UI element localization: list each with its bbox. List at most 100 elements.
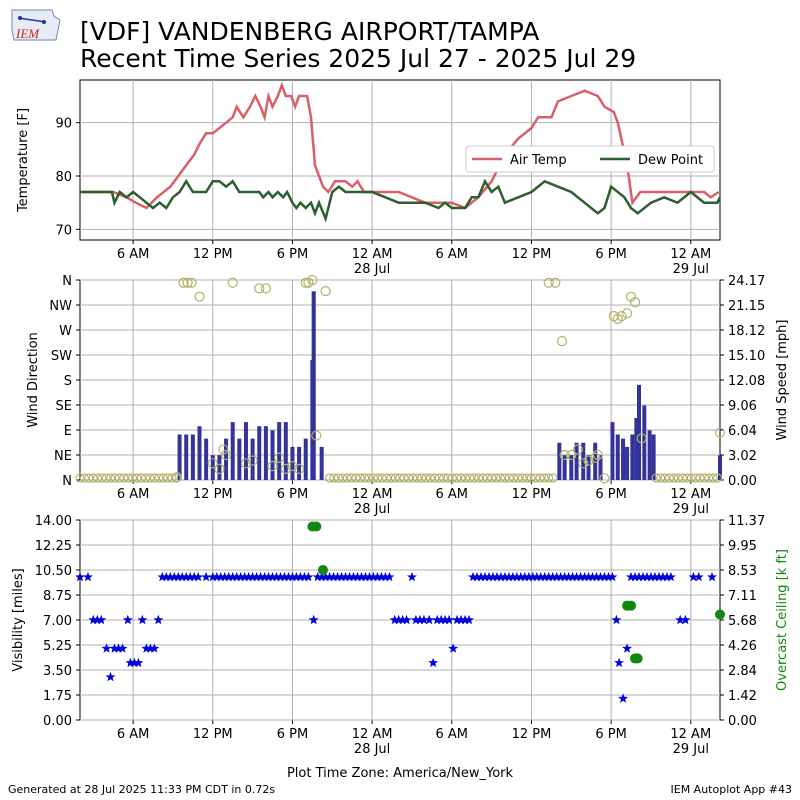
- wind-direction-point: [287, 461, 298, 472]
- visibility-point: [531, 571, 542, 582]
- wind-direction-point: [482, 473, 492, 483]
- visibility-point: [360, 571, 371, 582]
- visibility-point: [376, 571, 387, 582]
- wind-direction-point: [123, 473, 133, 483]
- wind-speed-bar: [586, 455, 591, 480]
- wind-direction-point: [132, 473, 142, 483]
- wind-direction-point: [110, 473, 120, 483]
- visibility-point: [324, 571, 335, 582]
- y-tick-label: W: [59, 324, 72, 339]
- y-tick-label: 8.75: [43, 589, 72, 604]
- wind-speed-bar: [574, 442, 579, 480]
- wind-direction-point: [686, 473, 696, 483]
- wind-direction-point: [452, 473, 462, 483]
- wind-speed-bar: [319, 446, 324, 480]
- wind-speed-bar: [290, 446, 295, 480]
- wind-speed-bar: [297, 446, 302, 480]
- wind-speed-bar: [250, 438, 255, 480]
- wind-speed-bar: [642, 405, 647, 480]
- wind-direction-point: [171, 472, 183, 483]
- x-tick-label: 12 AM: [352, 727, 393, 742]
- visibility-point: [599, 571, 610, 582]
- visibility-point: [251, 571, 262, 582]
- wind-direction-point: [504, 473, 514, 483]
- visibility-point: [344, 571, 355, 582]
- visibility-point: [165, 571, 176, 582]
- visibility-point: [125, 657, 136, 668]
- visibility-point: [642, 571, 652, 582]
- y-tick-label: 5.25: [43, 639, 72, 654]
- wind-direction-point: [300, 277, 311, 288]
- visibility-point: [352, 571, 363, 582]
- y-tick-label: NW: [49, 299, 72, 314]
- wind-direction-point: [114, 473, 125, 483]
- y2-tick-label: 24.17: [728, 274, 765, 289]
- wind-direction-point: [186, 277, 197, 288]
- wind-speed-bar: [283, 422, 288, 480]
- visibility-point: [231, 571, 242, 582]
- wind-direction-point: [691, 473, 701, 483]
- visibility-point: [348, 571, 359, 582]
- visibility-point: [626, 571, 636, 582]
- wind-direction-point: [656, 473, 666, 483]
- visibility-point: [129, 657, 140, 668]
- wind-direction-point: [530, 473, 541, 483]
- visibility-point: [181, 571, 192, 582]
- wind-direction-point: [106, 473, 116, 483]
- wind-speed-bar: [581, 442, 586, 480]
- visibility-point: [559, 571, 570, 582]
- wind-direction-point: [377, 473, 387, 483]
- visibility-point: [419, 614, 429, 625]
- visibility-point: [401, 614, 412, 625]
- wind-direction-point: [75, 473, 85, 483]
- page-title: [VDF] VANDENBERG AIRPORT/TAMPA: [80, 17, 540, 46]
- wind-direction-point: [599, 473, 610, 484]
- visibility-point: [688, 571, 699, 582]
- visibility-point: [320, 571, 331, 582]
- wind-direction-point: [714, 427, 726, 438]
- visibility-point: [614, 657, 624, 668]
- wind-direction-point: [434, 473, 444, 483]
- visibility-point: [101, 643, 112, 653]
- visibility-point: [456, 614, 466, 625]
- visibility-point: [247, 571, 258, 582]
- wind-direction-point: [373, 473, 383, 483]
- x-tick-label: 12 AM: [670, 487, 711, 502]
- visibility-point: [515, 571, 526, 582]
- visibility-point: [440, 614, 451, 625]
- x-tick-label: 12 PM: [193, 487, 233, 502]
- app-footer: IEM Autoplot App #43: [670, 783, 793, 796]
- y2-tick-label: 15.10: [728, 349, 765, 364]
- visibility-point: [507, 571, 518, 582]
- wind-speed-bar: [204, 438, 209, 480]
- temperature-ylabel: Temperature [F]: [16, 108, 31, 213]
- wind-speed-bar: [230, 422, 235, 480]
- wind-direction-point: [430, 473, 440, 483]
- wind-direction-point: [218, 444, 229, 455]
- visibility-point: [539, 571, 550, 582]
- wind-direction-point: [92, 473, 103, 483]
- wind-direction-point: [677, 473, 688, 483]
- wind-speed-ylabel: Wind Speed [mph]: [775, 320, 790, 441]
- wind-speed-bar: [621, 438, 626, 480]
- legend-box: [465, 145, 715, 173]
- wind-direction-point: [307, 274, 318, 286]
- legend-label: Dew Point: [638, 153, 703, 168]
- visibility-point: [185, 571, 196, 582]
- visibility-point: [567, 571, 578, 582]
- wind-direction-point: [460, 473, 471, 483]
- ceiling-point: [715, 609, 725, 620]
- visibility-point: [211, 571, 222, 582]
- visibility-point: [193, 571, 204, 582]
- wind-direction-point: [465, 473, 475, 483]
- wind-direction-point: [543, 277, 554, 288]
- x-tick-label: 6 PM: [277, 487, 308, 502]
- visibility-point: [295, 571, 306, 582]
- wind-speed-bar: [610, 422, 615, 480]
- visibility-point: [267, 571, 278, 582]
- visibility-point: [707, 571, 717, 582]
- visibility-point: [500, 571, 510, 582]
- visibility-point: [328, 571, 339, 582]
- visibility-point: [488, 571, 498, 582]
- wind-direction-point: [438, 473, 449, 483]
